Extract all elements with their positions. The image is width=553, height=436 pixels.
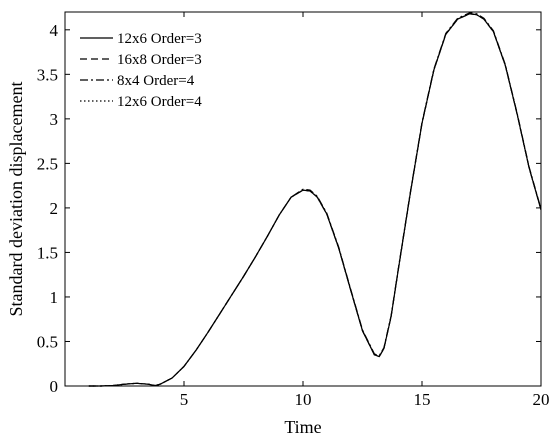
legend: 12x6 Order=3 16x8 Order=3 8x4 Order=4 12x6 …	[80, 31, 202, 110]
y-tick-label: 3	[50, 110, 59, 129]
y-tick-label: 1.5	[37, 243, 58, 262]
legend-label-1: 12x6 Order=3	[117, 31, 202, 47]
x-tick-label: 15	[414, 390, 431, 409]
y-tick-label: 1	[50, 288, 59, 307]
ticks-layer: 5 10 15 20 0 0.5 1 1.5 2 2.5 3 3.5 4	[37, 12, 550, 409]
legend-label-4: 12x6 Order=4	[117, 94, 202, 110]
y-tick-label: 0	[50, 377, 59, 396]
x-tick-label: 5	[180, 390, 189, 409]
y-tick-label: 4	[50, 21, 59, 40]
x-axis-label: Time	[284, 417, 321, 436]
y-axis-label: Standard deviation displacement	[6, 82, 26, 317]
y-tick-label: 2	[50, 199, 59, 218]
legend-label-3: 8x4 Order=4	[117, 73, 195, 89]
series-layer	[88, 12, 542, 387]
y-tick-label: 3.5	[37, 65, 58, 84]
legend-label-2: 16x8 Order=3	[117, 52, 202, 68]
series-line-3	[88, 12, 542, 387]
y-tick-label: 2.5	[37, 154, 58, 173]
x-tick-label: 20	[533, 390, 550, 409]
y-tick-label: 0.5	[37, 332, 58, 351]
x-tick-label: 10	[295, 390, 312, 409]
